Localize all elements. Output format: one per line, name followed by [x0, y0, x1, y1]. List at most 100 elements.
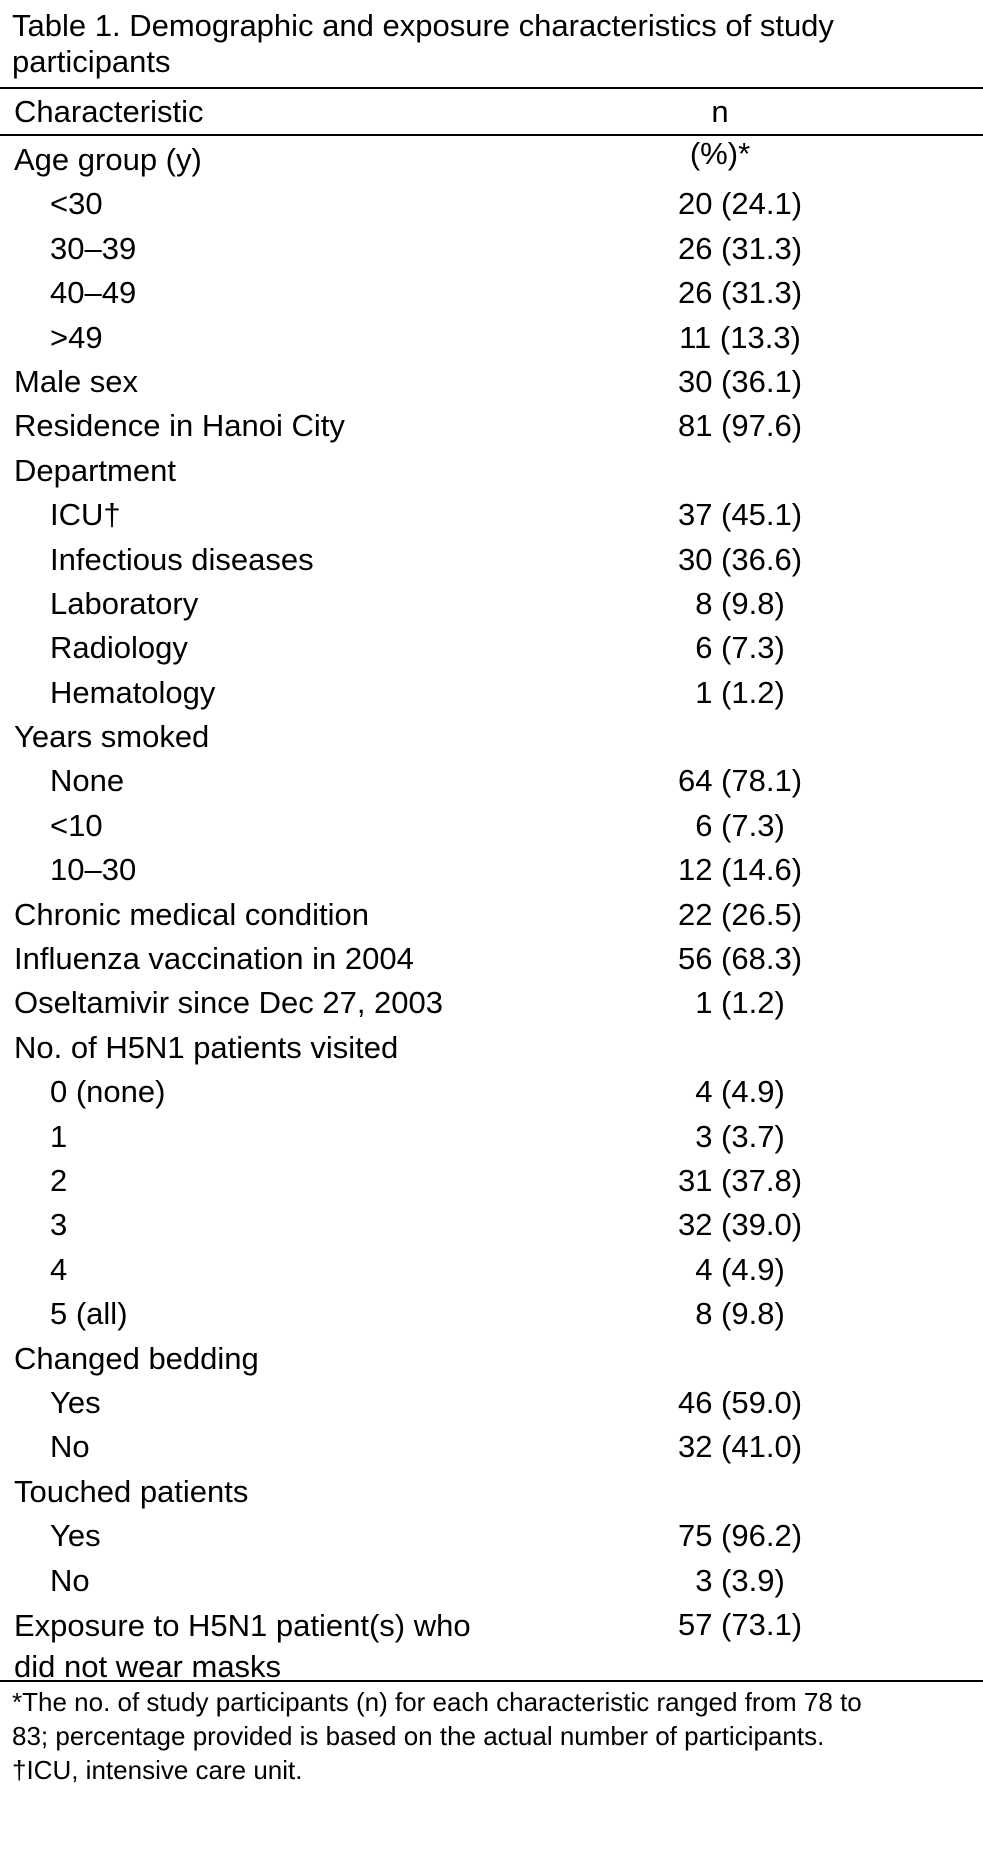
table-row: Age group (y) [0, 138, 983, 182]
table-row: 40–49 26 (31.3) [0, 271, 983, 315]
row-label: Male sex [14, 363, 139, 399]
row-label: 1 [50, 1118, 68, 1154]
table-row: Years smoked [0, 715, 983, 759]
row-label: >49 [50, 319, 103, 355]
row-value: 46 (59.0) [677, 1384, 803, 1420]
row-value: 12 (14.6) [677, 852, 803, 888]
row-label: Influenza vaccination in 2004 [14, 941, 414, 977]
table-row: >49 11 (13.3) [0, 316, 983, 360]
row-label: Touched patients [14, 1473, 249, 1509]
row-value: 31 (37.8) [677, 1162, 803, 1198]
row-value: 30 (36.1) [677, 363, 803, 399]
row-label: Hematology [50, 674, 216, 710]
table-row: 5 (all) 8 (9.8) [0, 1292, 983, 1336]
table-row: 3 32 (39.0) [0, 1203, 983, 1247]
row-value: 75 (96.2) [677, 1518, 803, 1554]
table-row: Exposure to H5N1 patient(s) who did not w… [0, 1603, 983, 1693]
bottom-rule [0, 1680, 983, 1682]
table-row: Infectious diseases 30 (36.6) [0, 538, 983, 582]
header-n-pct: n (%)* [689, 94, 751, 171]
row-value: 4 (4.9) [695, 1251, 785, 1287]
table-row: 30–39 26 (31.3) [0, 227, 983, 271]
row-label: 5 (all) [50, 1296, 128, 1332]
table-row: No 3 (3.9) [0, 1559, 983, 1603]
row-value: 26 (31.3) [677, 275, 803, 311]
table-row: Touched patients [0, 1470, 983, 1514]
table-row: Yes 75 (96.2) [0, 1514, 983, 1558]
row-value: 1 (1.2) [695, 985, 785, 1021]
table-row: Chronic medical condition 22 (26.5) [0, 893, 983, 937]
row-value: 37 (45.1) [677, 497, 803, 533]
row-label: 10–30 [50, 852, 137, 888]
row-label: Yes [50, 1384, 101, 1420]
row-label: ICU† [50, 497, 121, 533]
row-label: None [50, 763, 125, 799]
row-value: 30 (36.6) [677, 541, 803, 577]
row-value: 11 (13.3) [679, 319, 801, 355]
row-label: Years smoked [14, 719, 210, 755]
table-row: Changed bedding [0, 1337, 983, 1381]
table-row: Radiology 6 (7.3) [0, 626, 983, 670]
row-label: 2 [50, 1162, 68, 1198]
row-value: 56 (68.3) [677, 941, 803, 977]
row-label-line: Exposure to H5N1 patient(s) who [14, 1607, 471, 1643]
row-label: No [50, 1562, 90, 1598]
row-label: Laboratory [50, 585, 199, 621]
row-label: Age group (y) [14, 142, 202, 177]
header-rule [0, 134, 983, 136]
row-value: 57 (73.1) [677, 1606, 803, 1642]
table-row: 4 4 (4.9) [0, 1248, 983, 1292]
row-value: 3 (3.7) [695, 1118, 785, 1154]
row-label: <30 [50, 186, 103, 222]
row-value: 81 (97.6) [677, 408, 803, 444]
table-row: Oseltamivir since Dec 27, 2003 1 (1.2) [0, 981, 983, 1025]
row-label: 3 [50, 1207, 68, 1243]
table-row: ICU† 37 (45.1) [0, 493, 983, 537]
table-row: 10–30 12 (14.6) [0, 848, 983, 892]
row-value: 26 (31.3) [677, 230, 803, 266]
table-row: None 64 (78.1) [0, 759, 983, 803]
row-value: 8 (9.8) [695, 585, 785, 621]
table-row: 0 (none) 4 (4.9) [0, 1070, 983, 1114]
table-row: <10 6 (7.3) [0, 804, 983, 848]
table-body: Age group (y) <30 20 (24.1) 30–39 26 (31.3) 4… [0, 138, 983, 1693]
header-characteristic: Characteristic [14, 94, 204, 129]
table-row: Residence in Hanoi City 81 (97.6) [0, 404, 983, 448]
row-label: Radiology [50, 630, 188, 666]
table-row: Laboratory 8 (9.8) [0, 582, 983, 626]
table-row: Influenza vaccination in 2004 56 (68.3) [0, 937, 983, 981]
row-value: 22 (26.5) [677, 896, 803, 932]
row-label: Infectious diseases [50, 541, 314, 577]
row-label: No [50, 1429, 90, 1465]
row-label: 30–39 [50, 230, 137, 266]
row-label: Chronic medical condition [14, 896, 369, 932]
top-rule [0, 87, 983, 89]
row-label: No. of H5N1 patients visited [14, 1029, 399, 1065]
row-label-line: did not wear masks [14, 1648, 282, 1684]
table-row: No. of H5N1 patients visited [0, 1026, 983, 1070]
row-label: 40–49 [50, 275, 137, 311]
footnote-line: *The no. of study participants (n) for e… [12, 1687, 862, 1717]
table-row: <30 20 (24.1) [0, 182, 983, 226]
row-value: 1 (1.2) [695, 674, 785, 710]
table-footnotes: *The no. of study participants (n) for e… [12, 1685, 977, 1787]
table-row: 2 31 (37.8) [0, 1159, 983, 1203]
row-label: Changed bedding [14, 1340, 259, 1376]
row-value: 4 (4.9) [695, 1074, 785, 1110]
footnote-line: 83; percentage provided is based on the … [12, 1721, 825, 1751]
table-row: No 32 (41.0) [0, 1425, 983, 1469]
row-value: 32 (41.0) [677, 1429, 803, 1465]
table-title: Table 1. Demographic and exposure charac… [12, 8, 834, 79]
footnote-line: †ICU, intensive care unit. [12, 1755, 303, 1785]
row-label: 0 (none) [50, 1074, 166, 1110]
row-value: 3 (3.9) [695, 1562, 785, 1598]
row-label: Residence in Hanoi City [14, 408, 345, 444]
table-row: 1 3 (3.7) [0, 1115, 983, 1159]
table-row: Male sex 30 (36.1) [0, 360, 983, 404]
row-value: 6 (7.3) [695, 807, 785, 843]
row-value: 32 (39.0) [677, 1207, 803, 1243]
row-label: 4 [50, 1251, 68, 1287]
table-header: Characteristic n (%)* [0, 91, 983, 171]
table-row: Hematology 1 (1.2) [0, 671, 983, 715]
